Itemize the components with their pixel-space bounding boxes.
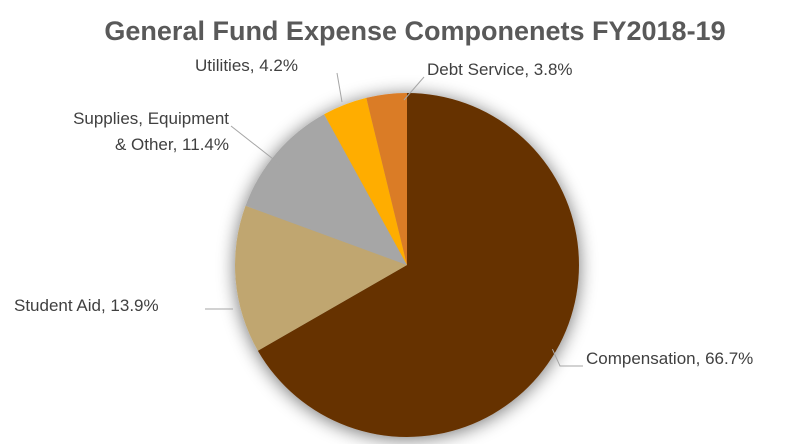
pie-slice-student-aid bbox=[234, 205, 407, 351]
data-label-line: Supplies, Equipment bbox=[73, 109, 229, 128]
leader-line-debt-service bbox=[403, 76, 425, 101]
data-label-debt-service: Debt Service, 3.8% bbox=[427, 60, 573, 79]
leader-lines bbox=[205, 72, 583, 367]
pie-slice-supplies-equipment-other bbox=[245, 114, 407, 265]
data-label-line: & Other, 11.4% bbox=[115, 135, 229, 154]
pie-slice-debt-service bbox=[366, 93, 407, 265]
leader-line-utilities bbox=[336, 72, 343, 103]
leader-line-compensation bbox=[551, 348, 583, 367]
data-label-student-aid: Student Aid, 13.9% bbox=[14, 296, 159, 315]
data-label-line: Student Aid, 13.9% bbox=[14, 296, 159, 315]
pie-slice-utilities bbox=[324, 97, 407, 265]
data-label-supplies-equipment-other: Supplies, Equipment & Other, 11.4% bbox=[73, 109, 229, 154]
chart-title: General Fund Expense Componenets FY2018-… bbox=[104, 16, 725, 46]
data-label-compensation: Compensation, 66.7% bbox=[586, 349, 753, 368]
data-label-line: Debt Service, 3.8% bbox=[427, 60, 573, 79]
data-label-line: Utilities, 4.2% bbox=[195, 56, 298, 75]
pie-slices bbox=[234, 93, 579, 437]
leader-line-supplies-equipment-other bbox=[230, 125, 283, 167]
data-labels: Compensation, 66.7% Student Aid, 13.9% Sup… bbox=[14, 56, 753, 368]
pie-slice-compensation bbox=[257, 93, 579, 437]
data-label-utilities: Utilities, 4.2% bbox=[195, 56, 298, 75]
data-label-line: Compensation, 66.7% bbox=[586, 349, 753, 368]
